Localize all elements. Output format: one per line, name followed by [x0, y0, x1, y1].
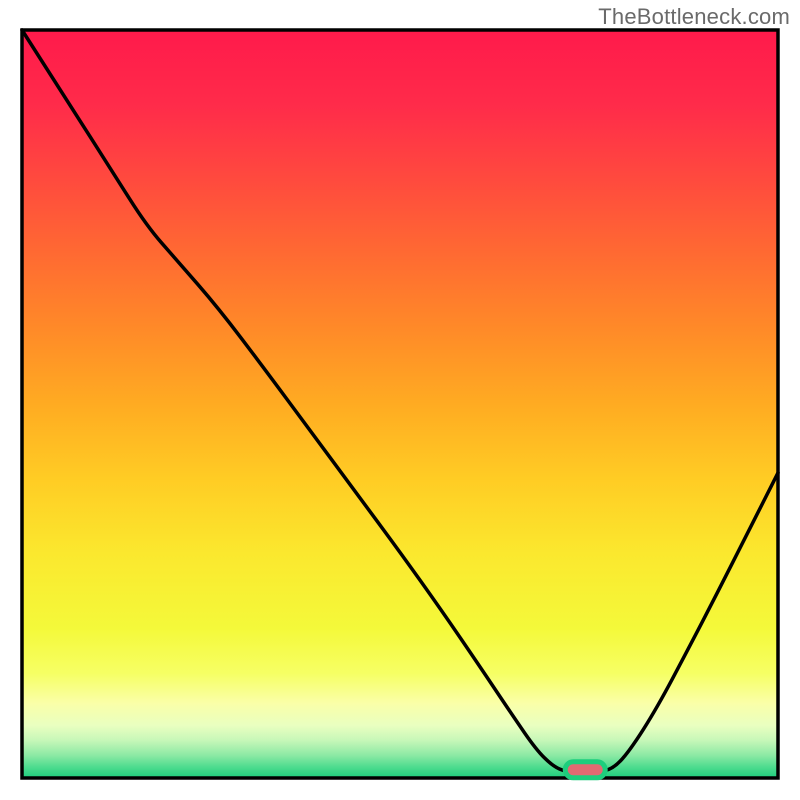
- bottleneck-chart: [0, 0, 800, 800]
- watermark-text: TheBottleneck.com: [598, 4, 790, 30]
- optimal-point-marker: [565, 762, 605, 778]
- chart-background: [22, 30, 778, 778]
- chart-container: { "watermark": "TheBottleneck.com", "cha…: [0, 0, 800, 800]
